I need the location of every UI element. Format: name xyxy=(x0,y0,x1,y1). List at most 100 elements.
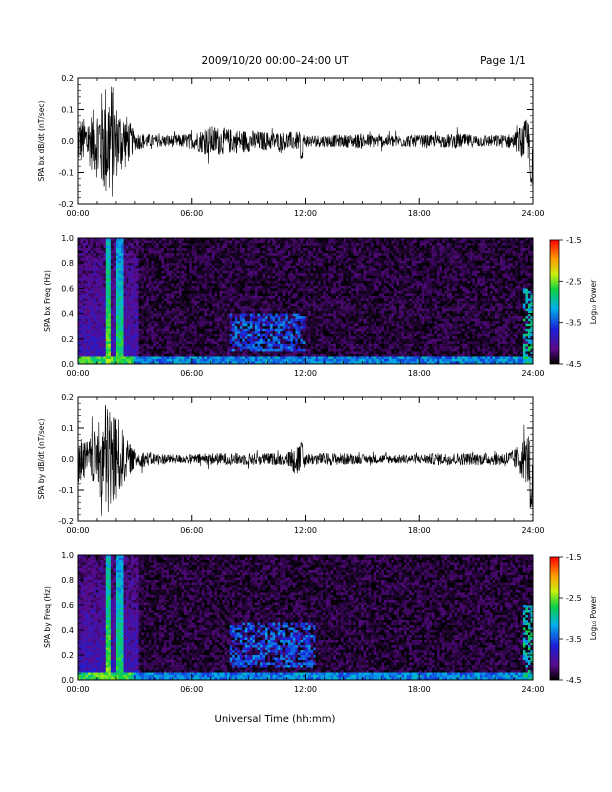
spectrogram-cell xyxy=(292,306,296,309)
spectrogram-cell xyxy=(143,273,147,277)
spectrogram-cell xyxy=(242,311,246,314)
spectrogram-cell xyxy=(222,240,225,244)
spectrogram-cell xyxy=(224,321,228,324)
spectrogram-cell xyxy=(141,238,145,241)
spectrogram-cell xyxy=(169,358,172,362)
spectrogram-cell xyxy=(217,238,220,241)
spectrogram-cell xyxy=(224,248,228,251)
spectrogram-cell xyxy=(254,275,258,279)
spectrogram-cell xyxy=(275,308,278,312)
spectrogram-cell xyxy=(320,278,324,282)
spectrogram-cell xyxy=(252,301,256,304)
spectrogram-cell xyxy=(308,348,311,352)
spectrogram-cell xyxy=(128,280,132,284)
spectrogram-cell xyxy=(95,258,99,261)
spectrogram-cell xyxy=(305,263,309,267)
spectrogram-cell xyxy=(98,326,102,330)
spectrogram-cell xyxy=(308,323,311,327)
spectrogram-cell xyxy=(217,308,220,312)
spectrogram-cell xyxy=(214,280,218,284)
spectrogram-cell xyxy=(275,358,278,362)
spectrogram-cell xyxy=(95,290,99,294)
spectrogram-cell xyxy=(118,318,122,322)
x-tick-label: 06:00 xyxy=(180,209,203,218)
spectrogram-cell xyxy=(206,293,210,297)
spectrogram-cell xyxy=(313,265,316,269)
spectrogram-cell xyxy=(133,263,137,267)
spectrogram-cell xyxy=(184,245,187,249)
spectrogram-cell xyxy=(209,311,213,314)
spectrogram-cell xyxy=(209,278,213,282)
spectrogram-cell xyxy=(141,331,145,335)
spectrogram-cell xyxy=(300,270,304,274)
spectrogram-cell xyxy=(176,293,180,297)
spectrogram-cell xyxy=(174,283,177,287)
spectrogram-cell xyxy=(174,326,177,330)
spectrogram-cell xyxy=(209,341,213,345)
spectrogram-cell xyxy=(163,263,167,267)
spectrogram-cell xyxy=(305,268,309,272)
spectrogram-cell xyxy=(156,240,160,244)
spectrogram-cell xyxy=(148,253,152,256)
spectrogram-cell xyxy=(93,358,96,362)
spectrogram-cell xyxy=(110,260,114,264)
spectrogram-cell xyxy=(110,288,114,292)
spectrogram-cell xyxy=(204,248,208,251)
spectrogram-cell xyxy=(181,333,185,337)
spectrogram-cell xyxy=(126,263,129,267)
spectrogram-cell xyxy=(138,250,142,254)
spectrogram-cell xyxy=(115,336,119,340)
spectrogram-cell xyxy=(211,278,215,282)
spectrogram-cell xyxy=(171,275,175,279)
spectrogram-cell xyxy=(174,260,177,264)
spectrogram-cell xyxy=(280,351,284,355)
spectrogram-cell xyxy=(191,295,195,299)
spectrogram-cell xyxy=(232,316,236,319)
spectrogram-cell xyxy=(295,301,299,304)
spectrogram-cell xyxy=(169,245,172,249)
spectrogram-cell xyxy=(308,303,311,307)
spectrogram-cell xyxy=(305,321,309,324)
spectrogram-cell xyxy=(163,311,167,314)
spectrogram-cell xyxy=(115,293,119,297)
spectrogram-cell xyxy=(305,331,309,335)
spectrogram-cell xyxy=(123,250,127,254)
spectrogram-cell xyxy=(305,270,309,274)
spectrogram-cell xyxy=(249,318,253,322)
spectrogram-cell xyxy=(138,298,142,302)
spectrogram-cell xyxy=(93,301,96,304)
spectrogram-cell xyxy=(105,290,109,294)
spectrogram-cell xyxy=(257,265,261,269)
spectrogram-cell xyxy=(171,255,175,259)
spectrogram-cell xyxy=(113,293,117,297)
spectrogram-cell xyxy=(151,243,155,246)
spectrogram-cell xyxy=(120,288,124,292)
spectrogram-cell xyxy=(146,316,150,319)
spectrogram-cell xyxy=(257,358,261,362)
spectrogram-cell xyxy=(297,288,301,292)
spectrogram-cell xyxy=(252,273,256,277)
spectrogram-cell xyxy=(151,295,155,299)
spectrogram-cell xyxy=(229,341,233,345)
spectrogram-cell xyxy=(277,293,281,297)
spectrogram-cell xyxy=(209,358,213,362)
spectrogram-cell xyxy=(138,243,142,246)
spectrogram-cell xyxy=(222,353,225,357)
spectrogram-cell xyxy=(272,255,276,259)
spectrogram-cell xyxy=(214,295,218,299)
spectrogram-cell xyxy=(115,313,119,317)
spectrogram-cell xyxy=(110,356,114,360)
spectrogram-cell xyxy=(103,278,107,282)
spectrogram-cell xyxy=(242,288,246,292)
spectrogram-cell xyxy=(211,318,215,322)
spectrogram-cell xyxy=(199,348,203,352)
spectrogram-cell xyxy=(146,353,150,357)
spectrogram-cell xyxy=(123,311,127,314)
spectrogram-cell xyxy=(292,351,296,355)
spectrogram-cell xyxy=(270,285,273,289)
spectrogram-cell xyxy=(305,311,309,314)
spectrogram-cell xyxy=(169,343,172,347)
spectrogram-cell xyxy=(171,283,175,287)
spectrogram-cell xyxy=(300,308,304,312)
spectrogram-cell xyxy=(247,240,251,244)
